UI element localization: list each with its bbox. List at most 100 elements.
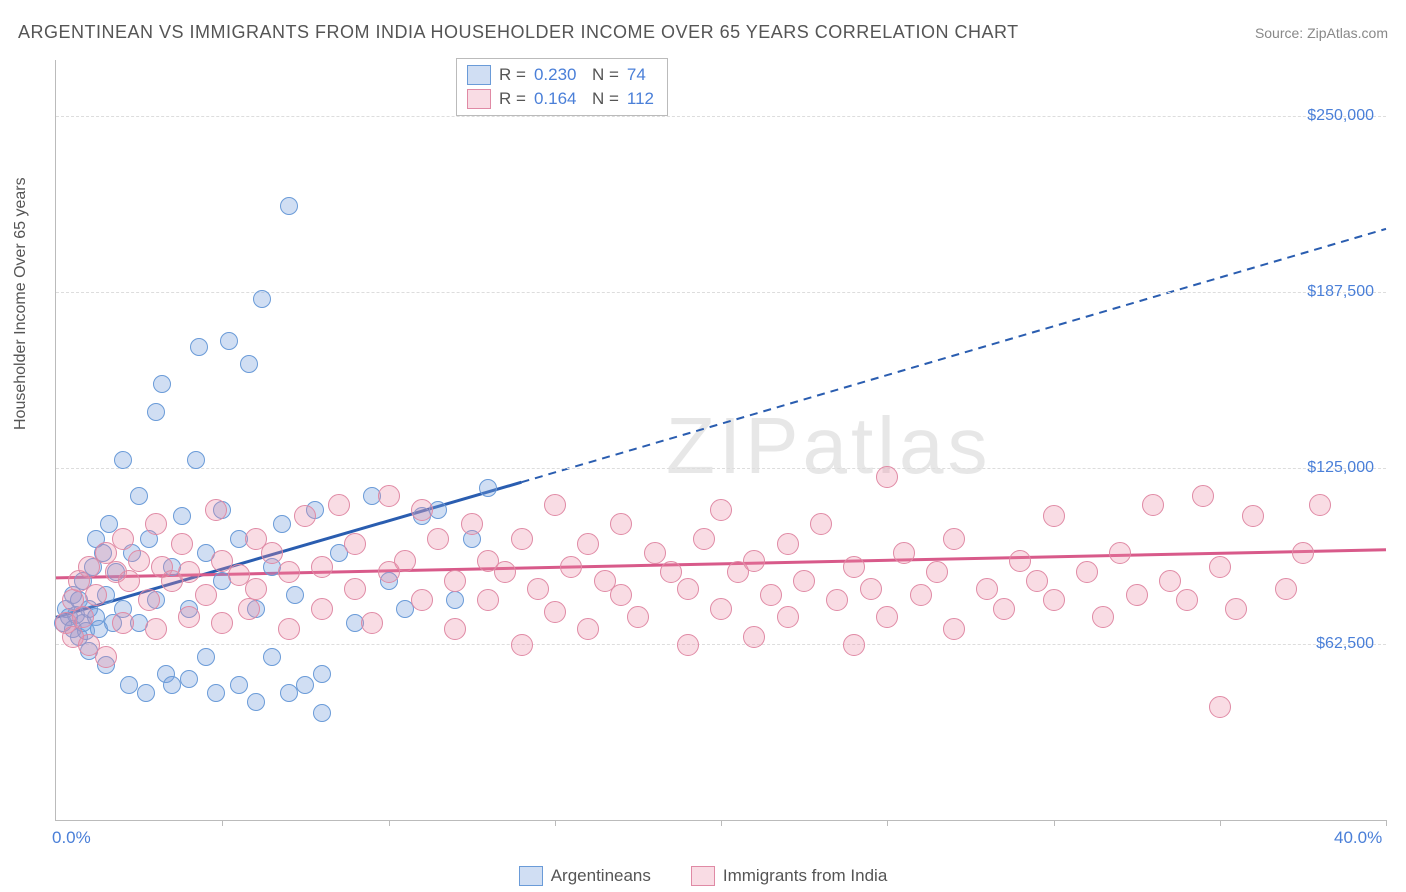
- data-point-india: [777, 606, 799, 628]
- data-point-india: [72, 606, 94, 628]
- data-point-argentineans: [180, 670, 198, 688]
- data-point-argentineans: [230, 676, 248, 694]
- data-point-india: [677, 578, 699, 600]
- data-point-india: [876, 466, 898, 488]
- y-tick-label: $125,000: [1307, 459, 1374, 477]
- n-value: 112: [627, 89, 657, 109]
- data-point-india: [95, 646, 117, 668]
- data-point-india: [926, 561, 948, 583]
- x-tick: [721, 820, 722, 826]
- legend-item-argentineans: Argentineans: [519, 866, 651, 886]
- data-point-argentineans: [286, 586, 304, 604]
- data-point-india: [1076, 561, 1098, 583]
- data-point-india: [1209, 556, 1231, 578]
- chart-container: ARGENTINEAN VS IMMIGRANTS FROM INDIA HOU…: [0, 0, 1406, 892]
- data-point-india: [993, 598, 1015, 620]
- y-tick-label: $187,500: [1307, 283, 1374, 301]
- data-point-argentineans: [114, 451, 132, 469]
- data-point-india: [693, 528, 715, 550]
- data-point-india: [261, 542, 283, 564]
- data-point-argentineans: [220, 332, 238, 350]
- data-point-india: [660, 561, 682, 583]
- data-point-india: [171, 533, 193, 555]
- stats-row-india: R =0.164N =112: [467, 87, 657, 111]
- data-point-argentineans: [147, 403, 165, 421]
- r-value: 0.164: [534, 89, 584, 109]
- legend-label: Immigrants from India: [723, 866, 887, 886]
- data-point-india: [411, 589, 433, 611]
- data-point-india: [118, 570, 140, 592]
- data-point-argentineans: [240, 355, 258, 373]
- data-point-india: [145, 513, 167, 535]
- data-point-argentineans: [190, 338, 208, 356]
- swatch-icon: [519, 866, 543, 886]
- data-point-india: [943, 528, 965, 550]
- data-point-india: [544, 601, 566, 623]
- x-tick: [1386, 820, 1387, 826]
- data-point-india: [1109, 542, 1131, 564]
- source-label: Source: ZipAtlas.com: [1255, 25, 1388, 41]
- data-point-argentineans: [273, 515, 291, 533]
- data-point-india: [444, 570, 466, 592]
- legend-label: Argentineans: [551, 866, 651, 886]
- data-point-argentineans: [163, 676, 181, 694]
- x-tick: [887, 820, 888, 826]
- data-point-india: [1309, 494, 1331, 516]
- data-point-india: [378, 485, 400, 507]
- data-point-india: [311, 556, 333, 578]
- data-point-argentineans: [197, 648, 215, 666]
- data-point-india: [461, 513, 483, 535]
- legend-item-india: Immigrants from India: [691, 866, 887, 886]
- data-point-india: [810, 513, 832, 535]
- data-point-argentineans: [187, 451, 205, 469]
- data-point-india: [178, 561, 200, 583]
- data-point-india: [760, 584, 782, 606]
- data-point-india: [361, 612, 383, 634]
- data-point-argentineans: [173, 507, 191, 525]
- data-point-india: [278, 618, 300, 640]
- data-point-argentineans: [247, 693, 265, 711]
- chart-title: ARGENTINEAN VS IMMIGRANTS FROM INDIA HOU…: [18, 22, 1019, 43]
- data-point-india: [644, 542, 666, 564]
- data-point-india: [238, 598, 260, 620]
- data-point-india: [494, 561, 516, 583]
- data-point-india: [294, 505, 316, 527]
- n-label: N =: [592, 65, 619, 85]
- data-point-india: [1225, 598, 1247, 620]
- data-point-india: [328, 494, 350, 516]
- data-point-india: [860, 578, 882, 600]
- data-point-india: [1292, 542, 1314, 564]
- data-point-india: [85, 584, 107, 606]
- y-tick-label: $62,500: [1316, 635, 1374, 653]
- data-point-india: [138, 589, 160, 611]
- gridline-h: [56, 644, 1386, 645]
- gridline-h: [56, 116, 1386, 117]
- x-tick-label: 0.0%: [52, 828, 91, 848]
- x-tick: [222, 820, 223, 826]
- data-point-argentineans: [130, 487, 148, 505]
- data-point-india: [544, 494, 566, 516]
- data-point-india: [112, 528, 134, 550]
- data-point-india: [444, 618, 466, 640]
- y-axis-label: Householder Income Over 65 years: [12, 177, 30, 430]
- r-label: R =: [499, 89, 526, 109]
- data-point-argentineans: [313, 665, 331, 683]
- x-tick: [1220, 820, 1221, 826]
- data-point-india: [560, 556, 582, 578]
- data-point-india: [793, 570, 815, 592]
- x-tick: [555, 820, 556, 826]
- data-point-india: [677, 634, 699, 656]
- data-point-india: [743, 550, 765, 572]
- data-point-india: [1159, 570, 1181, 592]
- data-point-india: [344, 578, 366, 600]
- data-point-argentineans: [296, 676, 314, 694]
- data-point-argentineans: [253, 290, 271, 308]
- x-tick: [389, 820, 390, 826]
- y-tick-label: $250,000: [1307, 107, 1374, 125]
- x-tick-label: 40.0%: [1334, 828, 1382, 848]
- title-row: ARGENTINEAN VS IMMIGRANTS FROM INDIA HOU…: [18, 22, 1388, 43]
- data-point-india: [1009, 550, 1031, 572]
- data-point-india: [477, 589, 499, 611]
- data-point-india: [710, 598, 732, 620]
- data-point-argentineans: [479, 479, 497, 497]
